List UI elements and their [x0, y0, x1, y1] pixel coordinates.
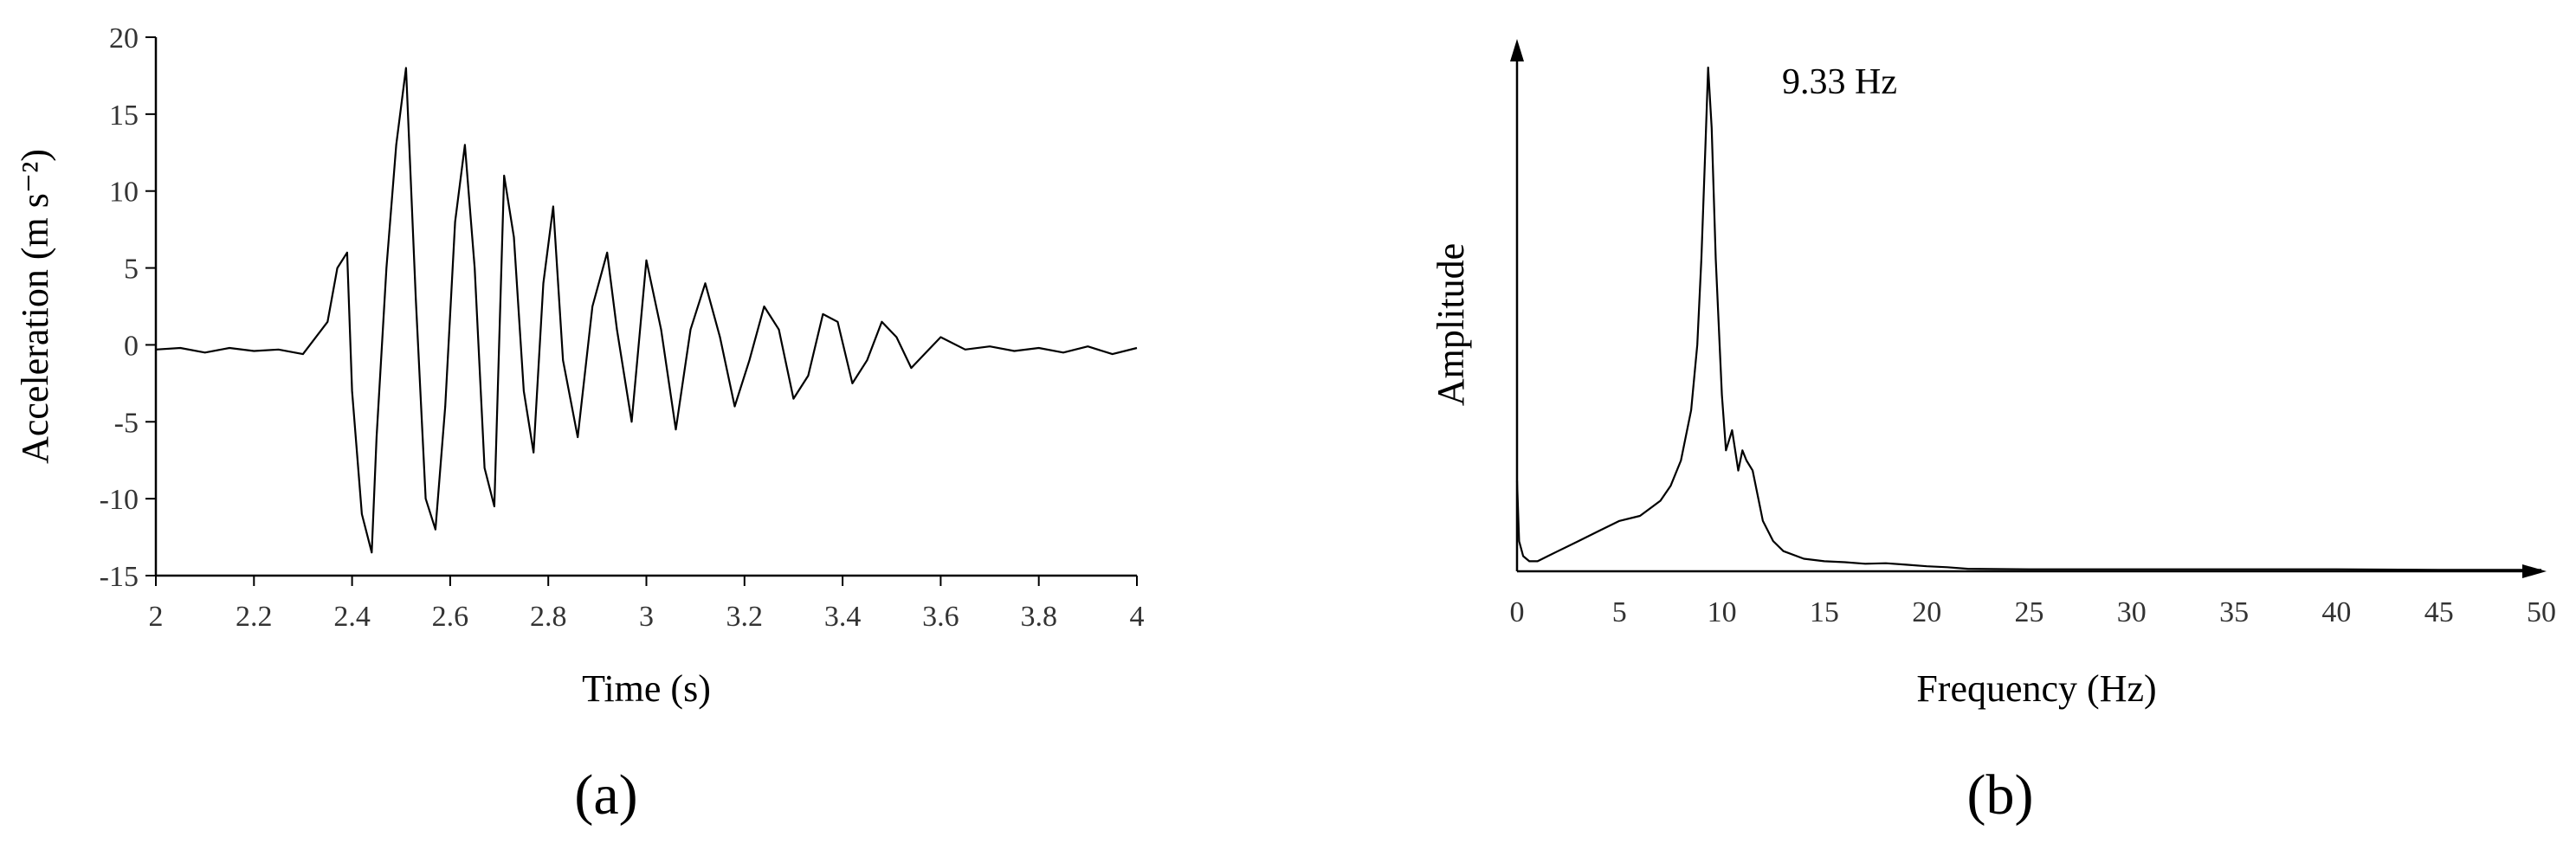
y-tick-label: 5	[124, 254, 139, 286]
x-axis-title-b: Frequency (Hz)	[1916, 667, 2156, 710]
x-tick-label: 20	[1912, 596, 1941, 628]
x-tick-label: 30	[2117, 596, 2147, 628]
x-tick-label: 2	[149, 601, 164, 633]
x-tick-label: 15	[1810, 596, 1839, 628]
x-tick-label: 35	[2219, 596, 2249, 628]
acceleration-series-line	[155, 67, 1138, 554]
y-axis-arrow-b	[1510, 39, 1524, 61]
y-tick-label: -15	[100, 561, 139, 593]
amplitude-series-line	[1515, 66, 2541, 571]
x-tick-label: 25	[2015, 596, 2044, 628]
x-tick-label: 0	[1510, 596, 1525, 628]
y-tick-label: 10	[109, 177, 139, 209]
x-tick-label: 45	[2424, 596, 2454, 628]
y-axis-title-b: Amplitude	[1430, 243, 1472, 406]
y-axis-title-a: Acceleration (m s⁻²)	[14, 149, 56, 464]
x-ticks-b: 0 5 10 15 20 25 30 35 40 45 50	[1510, 596, 2557, 628]
y-tick-label: -10	[100, 484, 139, 516]
chart-b: 0 5 10 15 20 25 30 35 40 45 50 9.33 Hz Frequency (…	[1430, 39, 2556, 827]
x-axis-title-a: Time (s)	[582, 667, 711, 710]
x-tick-label: 5	[1612, 596, 1627, 628]
panel-label-b: (b)	[1967, 763, 2034, 827]
y-ticks-a: -15 -10 -5 0 5 10 15 20	[100, 23, 156, 593]
y-tick-label: 15	[109, 100, 139, 132]
chart-a: -15 -10 -5 0 5 10 15 20 2 2.2 2.4 2.6 2.8 3 3.2 3.4 3.6…	[14, 23, 1145, 827]
x-tick-label: 2.2	[236, 601, 273, 633]
x-tick-label: 3.8	[1020, 601, 1057, 633]
x-tick-label: 3	[639, 601, 654, 633]
x-tick-label: 3.2	[726, 601, 764, 633]
x-tick-label: 50	[2527, 596, 2556, 628]
x-tick-label: 10	[1708, 596, 1737, 628]
x-tick-label: 40	[2321, 596, 2351, 628]
x-tick-label: 4	[1130, 601, 1145, 633]
x-tick-label: 2.4	[333, 601, 371, 633]
x-axis-arrow-b	[2522, 564, 2547, 578]
peak-annotation: 9.33 Hz	[1782, 62, 1897, 102]
x-tick-label: 2.8	[530, 601, 567, 633]
panel-label-a: (a)	[574, 763, 637, 827]
y-tick-label: 0	[124, 330, 139, 362]
x-tick-label: 3.4	[824, 601, 862, 633]
y-tick-label: -5	[114, 407, 139, 439]
x-ticks-a: 2 2.2 2.4 2.6 2.8 3 3.2 3.4 3.6 3.8 4	[149, 576, 1145, 633]
x-tick-label: 3.6	[922, 601, 959, 633]
x-tick-label: 2.6	[432, 601, 469, 633]
y-tick-label: 20	[109, 23, 139, 55]
